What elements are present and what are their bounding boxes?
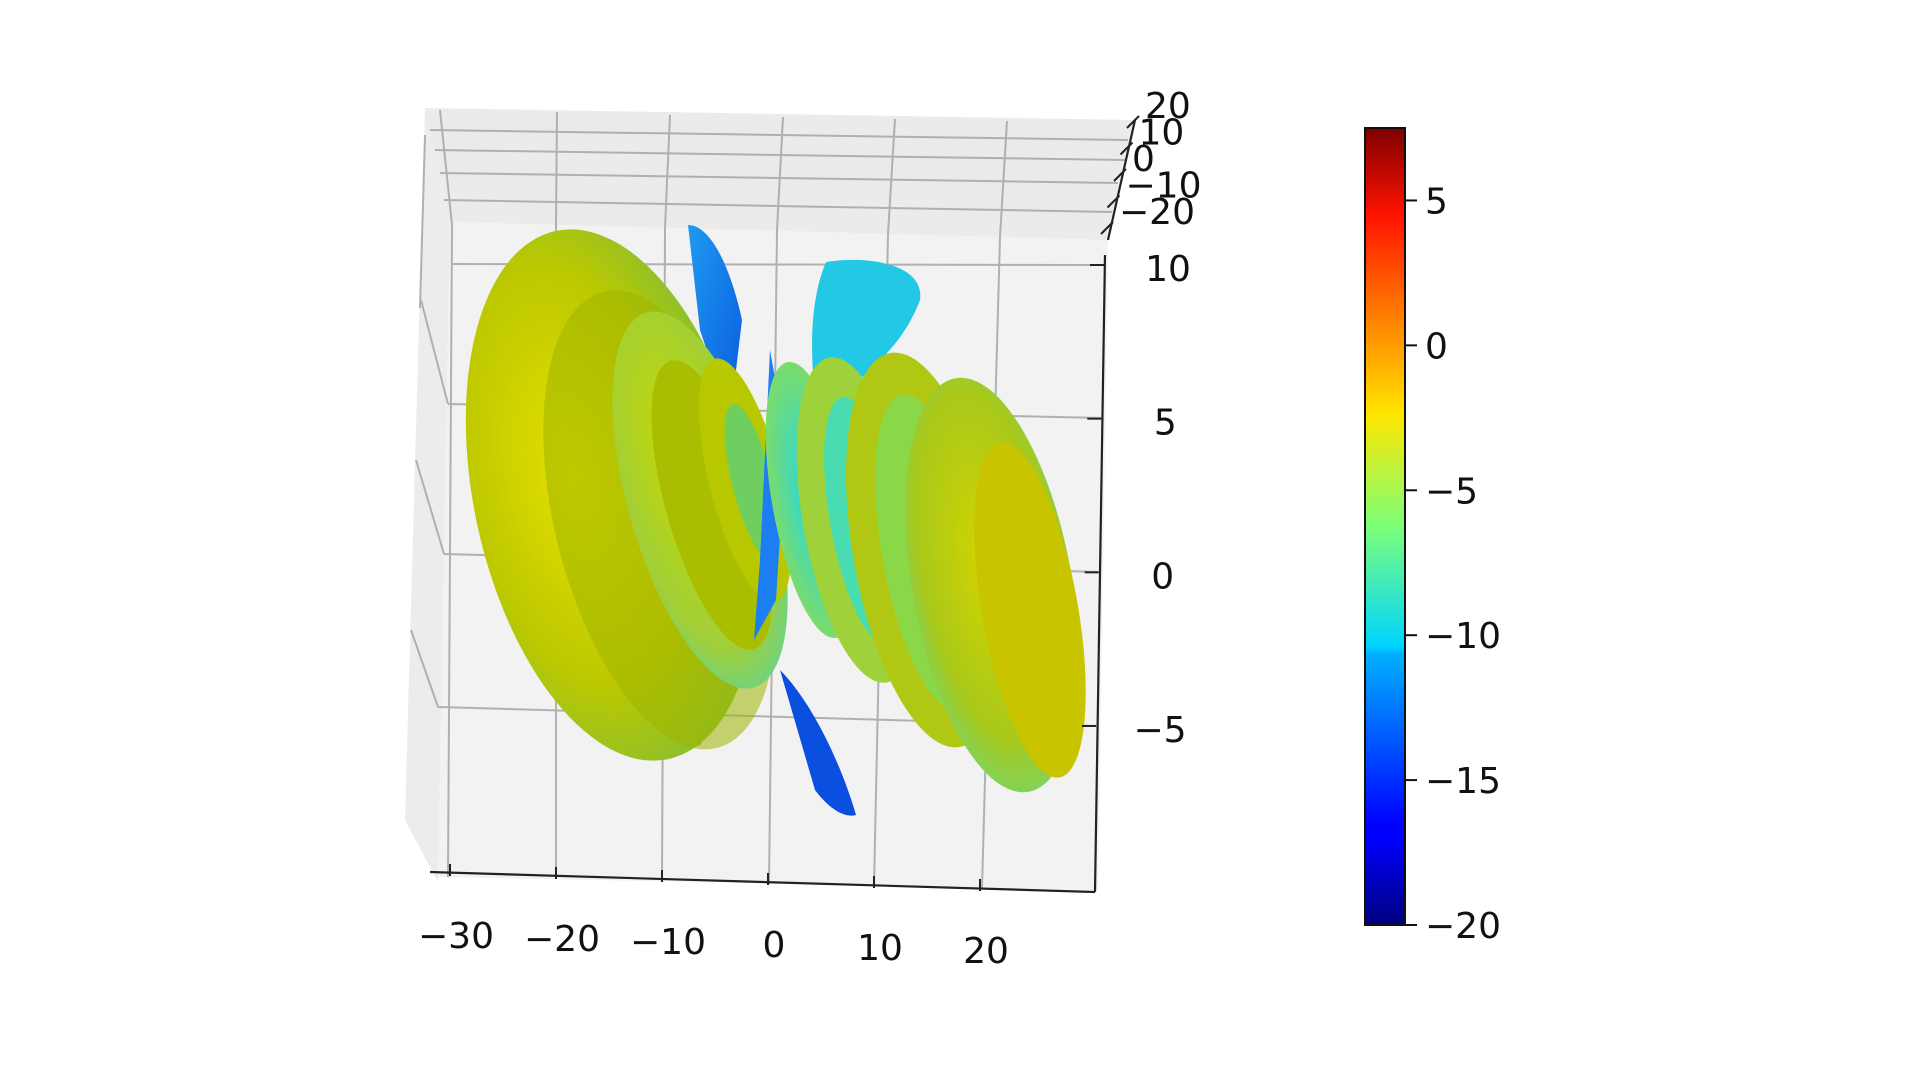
colorbar-tick-label: 0 bbox=[1425, 326, 1448, 367]
y-tick-mark bbox=[1126, 115, 1140, 129]
ring-left-1-inner bbox=[651, 360, 773, 650]
grid-line bbox=[410, 629, 439, 708]
grid-line bbox=[447, 224, 453, 878]
colorbar-tick-label: −20 bbox=[1425, 906, 1501, 947]
surface-plot bbox=[465, 225, 1086, 816]
grid-line bbox=[420, 299, 449, 405]
grid-line bbox=[439, 109, 453, 226]
x-axis-line bbox=[429, 870, 1096, 894]
grid-line bbox=[555, 111, 558, 226]
colorbar-fill bbox=[1364, 127, 1406, 926]
y-tick-label: 20 bbox=[1145, 86, 1191, 127]
colorbar-tick-label: −15 bbox=[1425, 761, 1501, 802]
y-tick-label: 0 bbox=[1132, 139, 1155, 180]
y-tick-label: −10 bbox=[1126, 166, 1202, 207]
grid-line bbox=[443, 199, 1113, 213]
z-axis-ticks: 10 5 0 −5 bbox=[1082, 249, 1191, 751]
colorbar-tick-label: −10 bbox=[1425, 616, 1501, 657]
y-tick-mark bbox=[1113, 168, 1127, 182]
y-tick-mark bbox=[1119, 141, 1134, 156]
y-tick-mark bbox=[1106, 194, 1121, 209]
x-tick-label: −30 bbox=[418, 916, 494, 957]
left-pane bbox=[405, 108, 450, 882]
z-axis-line bbox=[1093, 254, 1107, 893]
grid-line bbox=[887, 118, 896, 235]
colorbar-ticks: 5 0 −5 −10 −15 −20 bbox=[1405, 181, 1501, 947]
x-axis-ticks: −30 −20 −10 0 10 20 bbox=[418, 864, 1009, 972]
z-tick-label: 10 bbox=[1145, 249, 1191, 290]
z-tick-label: 5 bbox=[1154, 403, 1177, 444]
x-tick-label: 20 bbox=[963, 931, 1009, 972]
side-lobe-lower-right bbox=[780, 670, 856, 816]
x-tick-label: −10 bbox=[630, 922, 706, 963]
grid-line bbox=[999, 120, 1008, 238]
grid-line bbox=[415, 459, 445, 555]
z-tick-label: −5 bbox=[1133, 710, 1186, 751]
main-lobe-right-outer bbox=[974, 442, 1086, 778]
grid-line bbox=[419, 134, 426, 309]
grid-line bbox=[429, 129, 1129, 141]
y-axis-line bbox=[1106, 119, 1137, 241]
grid-line bbox=[434, 149, 1126, 161]
z-tick-label: 0 bbox=[1151, 556, 1174, 597]
grid-lines bbox=[410, 109, 1129, 889]
axes-lines bbox=[429, 119, 1137, 894]
y-tick-label: −20 bbox=[1119, 192, 1195, 233]
x-tick-label: 0 bbox=[763, 925, 786, 966]
x-tick-label: −20 bbox=[524, 919, 600, 960]
x-tick-label: 10 bbox=[857, 928, 903, 969]
grid-line bbox=[439, 172, 1119, 184]
y-tick-label: 10 bbox=[1139, 113, 1185, 154]
colorbar: 5 0 −5 −10 −15 −20 bbox=[1364, 127, 1501, 947]
y-tick-mark bbox=[1100, 221, 1114, 235]
colorbar-tick-label: 5 bbox=[1425, 181, 1448, 222]
colorbar-tick-label: −5 bbox=[1425, 471, 1478, 512]
